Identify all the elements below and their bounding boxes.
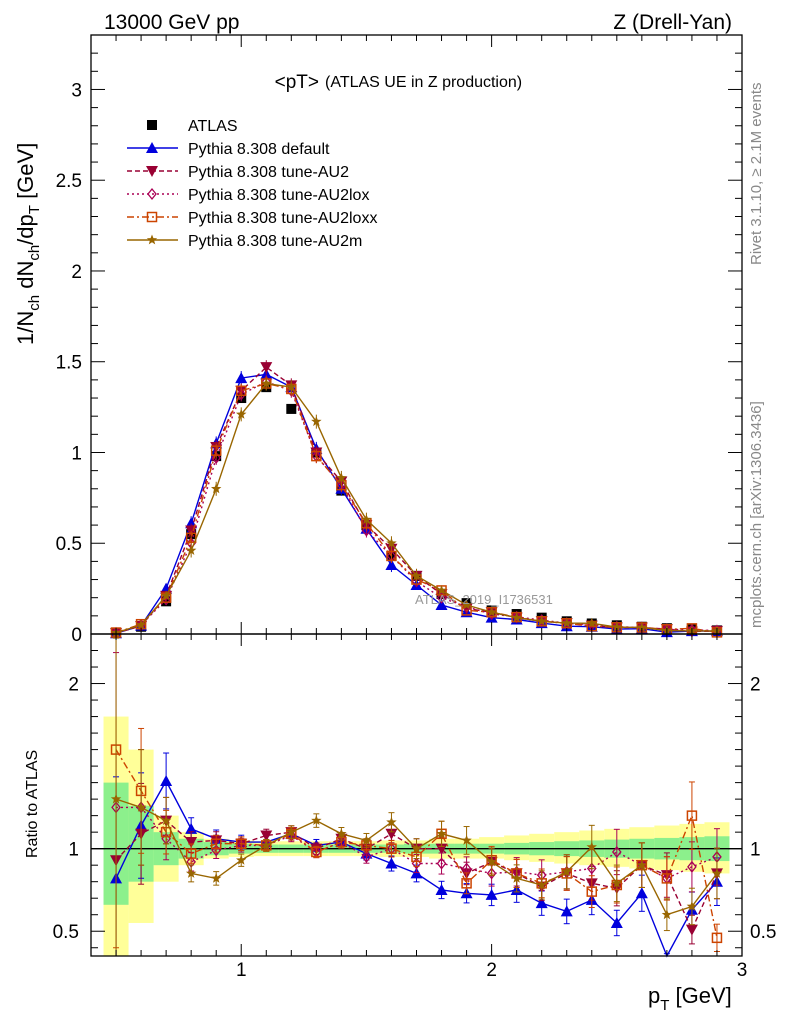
x-tick-label: 1 — [236, 960, 247, 981]
ratio-y-tick-label: 0.5 — [53, 922, 79, 943]
x-axis-label: pT [GeV] — [648, 983, 732, 1014]
y-tick-label: 1.5 — [56, 353, 82, 374]
legend-label: Pythia 8.308 tune-AU2lox — [188, 187, 369, 204]
ratio-bands-layer — [104, 717, 730, 956]
legend-entry-default: Pythia 8.308 default — [127, 141, 330, 158]
ratio-y-axis-label: Ratio to ATLAS — [24, 750, 41, 858]
ratio-series-tune_AU2m — [111, 638, 722, 956]
y-tick-label: 1 — [71, 443, 82, 464]
legend-label: Pythia 8.308 tune-AU2m — [188, 233, 362, 250]
legend-label: Pythia 8.308 tune-AU2 — [188, 164, 349, 181]
legend: ATLAS Pythia 8.308 default Pythia 8.308 tu… — [127, 118, 377, 250]
plot-title-main: <pT> — [275, 72, 319, 93]
y-tick-label: 0.5 — [56, 534, 82, 555]
energy-label: 13000 GeV pp — [104, 11, 239, 34]
mcplots-source-label: mcplots.cern.ch [arXiv:1306.3436] — [748, 401, 765, 628]
legend-entry-tune_AU2m: Pythia 8.308 tune-AU2m — [127, 233, 362, 250]
process-label: Z (Drell-Yan) — [613, 11, 732, 34]
legend-marker — [147, 120, 157, 130]
legend-label: Pythia 8.308 default — [188, 141, 330, 158]
legend-entry-tune_AU2lox: Pythia 8.308 tune-AU2lox — [127, 187, 369, 204]
legend-entry-tune_AU2loxx: Pythia 8.308 tune-AU2loxx — [127, 210, 377, 227]
ratio-y-tick-label: 2 — [68, 675, 79, 696]
rivet-version-label: Rivet 3.1.10, ≥ 2.1M events — [748, 83, 765, 266]
legend-marker — [147, 235, 157, 245]
x-tick-label: 2 — [486, 960, 497, 981]
ratio-series-layer — [110, 634, 723, 956]
ratio-y-tick-label-right: 0.5 — [750, 922, 776, 943]
ratio-y-tick-label-right: 1 — [750, 840, 761, 861]
ratio-y-tick-label-right: 2 — [750, 675, 761, 696]
legend-label: ATLAS — [188, 118, 238, 135]
ratio-panel-frame — [91, 634, 742, 956]
ratio-point-default — [385, 858, 397, 869]
ratio-point-default — [436, 884, 448, 895]
x-tick-label: 3 — [737, 960, 748, 981]
y-tick-label: 2 — [71, 262, 82, 283]
ratio-series-tune_AU2lox — [112, 653, 721, 956]
analysis-watermark: ATLAS_2019_I1736531 — [415, 592, 553, 607]
ratio-point-tune_AU2 — [686, 925, 698, 936]
data-point-ATLAS — [286, 404, 296, 414]
ratio-point-default — [561, 905, 573, 916]
ratio-y-tick-label: 1 — [68, 840, 79, 861]
plot-title-sub: (ATLAS UE in Z production) — [325, 74, 522, 91]
legend-entry-ATLAS: ATLAS — [147, 118, 238, 135]
ratio-point-default — [160, 775, 172, 786]
y-tick-label: 3 — [71, 80, 82, 101]
y-tick-label: 0 — [71, 625, 82, 646]
legend-label: Pythia 8.308 tune-AU2loxx — [188, 210, 377, 227]
ratio-series-tune_AU2loxx — [112, 634, 722, 952]
y-tick-label: 2.5 — [56, 171, 82, 192]
plot-canvas: 1 2 300.511.522.530.5 0.51 12 2 13000 GeV pp … — [0, 0, 786, 1024]
legend-entry-tune_AU2: Pythia 8.308 tune-AU2 — [127, 164, 349, 181]
ratio-point-default — [636, 887, 648, 898]
top-y-axis-label: 1/Nch dNch/dpT [GeV] — [13, 143, 43, 345]
